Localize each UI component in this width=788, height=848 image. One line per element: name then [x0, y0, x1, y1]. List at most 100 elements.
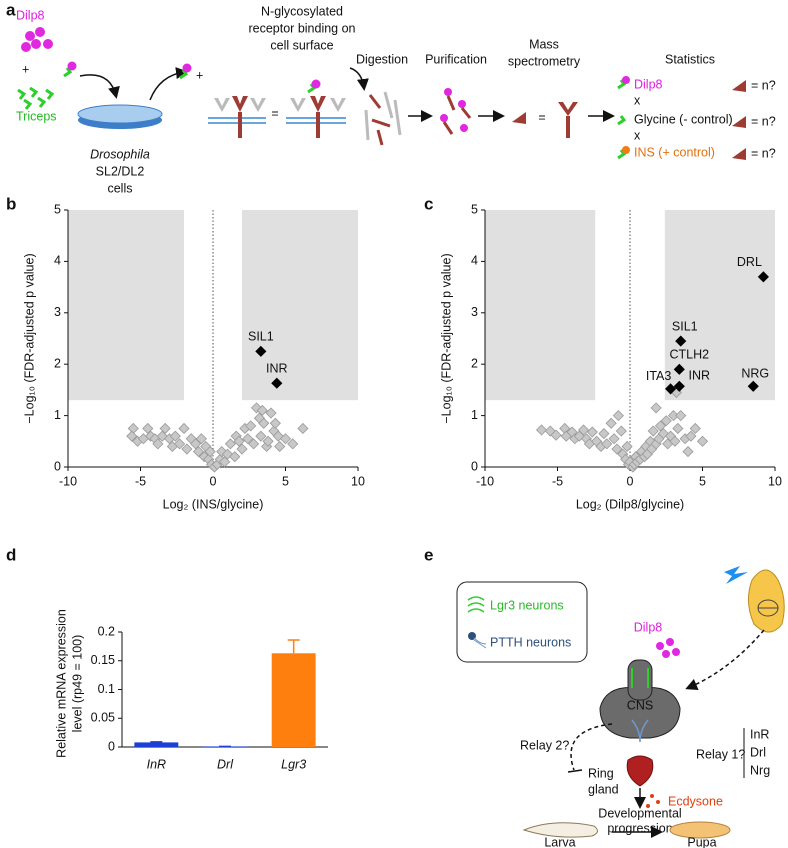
point [142, 422, 154, 435]
label: cells [107, 181, 132, 195]
receptor: Nrg [750, 763, 770, 777]
y-axis-label: −Log₁₀ (FDR-adjusted p value) [22, 253, 36, 423]
bar [271, 653, 316, 747]
stage-label: Larva [544, 835, 575, 848]
hormone-label: Ecdysone [668, 794, 723, 808]
point [287, 438, 299, 450]
panel-label: d [6, 545, 16, 564]
y-tick-label: 1 [54, 408, 61, 422]
label: Dilp8 [16, 8, 45, 22]
comparison: Glycine (- control) [634, 112, 733, 126]
error-bar [287, 639, 300, 654]
point [174, 438, 186, 450]
label: cell surface [270, 38, 333, 52]
x-tick-label: Drl [217, 757, 234, 771]
point [673, 380, 685, 392]
imaginal-disc [748, 569, 785, 633]
point [675, 335, 687, 347]
point-label: ITA3 [646, 369, 672, 383]
point [297, 422, 309, 435]
point [747, 380, 759, 392]
step-label: Mass [529, 37, 559, 51]
equals: = [271, 106, 278, 120]
point [675, 410, 687, 422]
y-tick-label: 0.2 [98, 624, 115, 638]
point [178, 422, 190, 435]
y-tick-label: 3 [54, 305, 61, 319]
y-tick-label: 2 [471, 356, 478, 370]
point-label: SIL1 [248, 330, 274, 344]
point [601, 438, 613, 450]
x-tick-label: -5 [135, 474, 146, 488]
y-tick-label: 4 [54, 254, 61, 268]
gland-label: gland [588, 782, 619, 796]
step-label: spectrometry [508, 54, 581, 68]
panel-label: e [424, 545, 433, 564]
label: SL2/DL2 [96, 164, 145, 178]
point-label: INR [689, 369, 711, 383]
y-tick-label: 0 [54, 459, 61, 473]
point [673, 363, 685, 375]
outcome: Developmental [598, 806, 681, 820]
legend-box [456, 581, 588, 663]
point [689, 422, 701, 435]
point [608, 433, 620, 445]
purified [440, 88, 472, 135]
point [660, 415, 672, 427]
y-tick-label: 3 [471, 305, 478, 319]
point-label: NRG [741, 367, 769, 381]
point [271, 377, 283, 389]
point [159, 422, 171, 435]
x-tick-label: 5 [699, 474, 706, 488]
y-tick-label: 1 [471, 408, 478, 422]
point [672, 422, 684, 435]
point [248, 438, 260, 450]
point [615, 425, 627, 437]
point [204, 446, 216, 458]
stage-label: Pupa [687, 835, 716, 848]
point [757, 271, 769, 283]
y-axis-label: Relative mRNA expression [54, 609, 68, 758]
membrane [208, 79, 346, 138]
comparison: Dilp8 [634, 77, 663, 91]
point [219, 456, 231, 468]
relay-label: Relay 1? [696, 747, 745, 761]
fragments [364, 91, 402, 146]
point [611, 443, 623, 455]
panel-a: Dilp8 + Triceps Drosophila SL2/DL2 cells… [16, 4, 776, 195]
point [192, 446, 205, 458]
point [255, 430, 267, 442]
label: Triceps [16, 109, 57, 123]
y-axis-label: −Log₁₀ (FDR-adjusted p value) [439, 253, 453, 423]
point [279, 433, 292, 445]
count: = n? [751, 78, 776, 92]
point [258, 417, 270, 429]
equals: = [538, 110, 545, 124]
point [550, 429, 562, 441]
count: = n? [751, 146, 776, 160]
y-tick-label: 0 [471, 459, 478, 473]
cns-label: CNS [627, 698, 653, 712]
plus: + [196, 68, 203, 82]
comparison: INS (+ control) [634, 145, 715, 159]
point [667, 410, 680, 422]
point-label: INR [266, 362, 288, 376]
panel-e: Lgr3 neurons PTTH neurons Dilp8 CNS Rela… [456, 566, 785, 848]
point [245, 420, 257, 432]
count: = n? [751, 114, 776, 128]
point [269, 417, 281, 429]
point [152, 438, 164, 450]
x-axis-label: Log₂ (Dilp8/glycine) [576, 497, 684, 511]
x-tick-label: InR [147, 757, 166, 771]
error-bar [150, 741, 163, 743]
point [535, 424, 548, 436]
point [236, 443, 248, 455]
point [578, 424, 590, 436]
receptor: InR [750, 727, 769, 741]
x-tick-label: -10 [59, 474, 77, 488]
outcome: progression [607, 821, 672, 835]
point [195, 433, 207, 445]
legend-label: Lgr3 neurons [490, 598, 564, 612]
point [647, 425, 659, 437]
point [682, 446, 694, 458]
